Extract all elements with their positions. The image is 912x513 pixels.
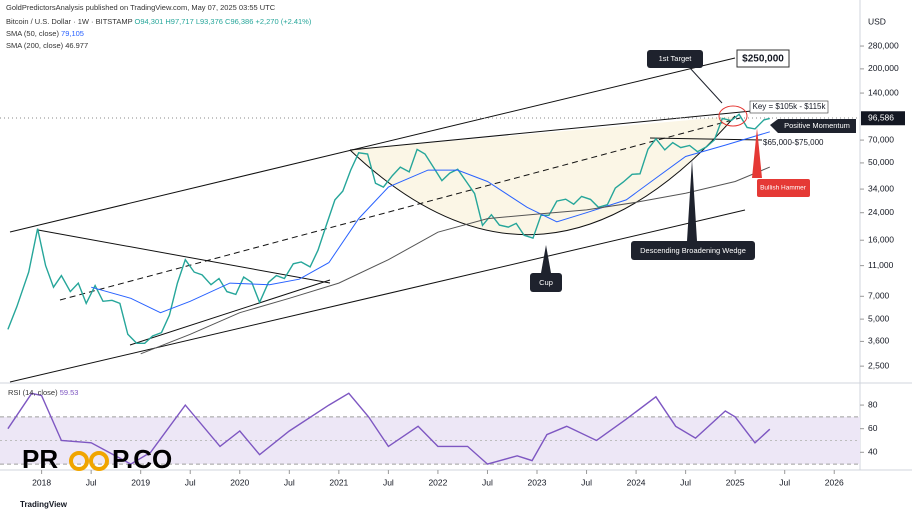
y-tick-label: 16,000 xyxy=(868,234,894,244)
x-tick-label: 2020 xyxy=(230,477,249,487)
y-tick-label: 140,000 xyxy=(868,87,899,97)
logo-ring xyxy=(89,451,109,471)
y-tick-label: 70,000 xyxy=(868,134,894,144)
y-tick-label: 2,500 xyxy=(868,360,890,370)
footer: TradingView xyxy=(20,500,68,509)
annotation-box xyxy=(757,179,810,197)
x-tick-label: Jul xyxy=(383,477,394,487)
series-line xyxy=(7,392,771,465)
series-line xyxy=(91,131,770,314)
x-tick-label: 2022 xyxy=(428,477,447,487)
annotation-box xyxy=(736,49,790,68)
x-tick-label: 2018 xyxy=(32,477,51,487)
x-tick-label: 2026 xyxy=(825,477,844,487)
publisher: GoldPredictorsAnalysis published on Trad… xyxy=(6,3,276,12)
triangle-bottom xyxy=(129,279,331,346)
logo-ring xyxy=(69,451,89,471)
annotation-box xyxy=(530,273,562,292)
highlight-circle xyxy=(718,105,748,127)
lower-channel xyxy=(9,209,746,383)
y-tick-label: 80 xyxy=(868,399,878,409)
triangle-top xyxy=(37,229,331,284)
annotation: 1st Target xyxy=(659,54,693,63)
y-tick-label: 5,000 xyxy=(868,313,890,323)
y-tick-label: 60 xyxy=(868,423,878,433)
ohlc: O94,301 H97,717 L93,376 C96,386 +2,270 (… xyxy=(135,17,312,26)
annotation-pointer xyxy=(687,160,697,241)
annotation-pointer xyxy=(752,128,762,178)
annotation: Bullish Hammer xyxy=(760,185,807,192)
annotation: Cup xyxy=(539,278,553,287)
x-tick-label: Jul xyxy=(680,477,691,487)
legend-sma50: SMA (50, close) 79,105 xyxy=(6,29,84,38)
y-tick-label: 40 xyxy=(868,447,878,457)
annotation: Positive Momentum xyxy=(784,121,850,130)
annotation-box xyxy=(770,119,856,133)
y-tick-label: 200,000 xyxy=(868,63,899,73)
upper-channel xyxy=(9,57,736,233)
x-tick-label: Jul xyxy=(482,477,493,487)
y-tick-label: 34,000 xyxy=(868,183,894,193)
x-tick-label: 2025 xyxy=(726,477,745,487)
price-badge xyxy=(861,111,905,126)
x-tick-label: Jul xyxy=(581,477,592,487)
annotation-box xyxy=(631,241,755,260)
cup-shade xyxy=(350,116,735,235)
x-tick-label: 2019 xyxy=(131,477,150,487)
annotation: $65,000-$75,000 xyxy=(763,138,824,147)
series-name: Bitcoin / U.S. Dollar xyxy=(6,17,72,26)
x-tick-label: Jul xyxy=(86,477,97,487)
y-tick-label: 280,000 xyxy=(868,40,899,50)
annotation-pointer xyxy=(541,245,551,273)
mid-channel xyxy=(59,117,741,301)
x-tick-label: Jul xyxy=(185,477,196,487)
series-line xyxy=(140,166,770,355)
wedge-top xyxy=(349,109,763,151)
annotation: Key = $105k - $115k xyxy=(752,102,826,111)
symbol-info: · 1W · BITSTAMP xyxy=(73,17,132,26)
y-tick-label: 11,000 xyxy=(868,260,894,270)
annotation-box xyxy=(647,50,703,68)
y-tick-label: 3,600 xyxy=(868,336,890,346)
y-tick-label: 24,000 xyxy=(868,207,894,217)
logo-text: P.CO xyxy=(112,444,172,474)
y-tick-label: 50,000 xyxy=(868,157,894,167)
cup-arc xyxy=(349,115,736,236)
annotation: $250,000 xyxy=(742,54,784,65)
legend-value: 79,105 xyxy=(61,29,84,38)
x-tick-label: Jul xyxy=(779,477,790,487)
legend-value: 46.977 xyxy=(65,41,88,50)
legend-sma200: SMA (200, close) 46.977 xyxy=(6,41,88,50)
rsi-value: 59.53 xyxy=(60,388,79,397)
x-tick-label: Jul xyxy=(284,477,295,487)
legend-name: SMA (50, close) xyxy=(6,29,59,38)
marks: 280,000 200,000 140,000 70,000 50,000 34,000 2… xyxy=(0,40,905,487)
annotation-box xyxy=(749,100,829,114)
annotation: Descending Broadening Wedge xyxy=(640,246,746,255)
symbol: Bitcoin / U.S. Dollar · 1W · BITSTAMP O9… xyxy=(6,17,312,26)
price-badge-label: 96,586 xyxy=(868,113,894,123)
y-tick-label: 7,000 xyxy=(868,291,890,301)
x-tick-label: 2024 xyxy=(627,477,646,487)
logo-text: PR xyxy=(22,444,58,474)
currency: USD xyxy=(868,16,886,26)
x-tick-label: 2023 xyxy=(528,477,547,487)
annotation-pointer xyxy=(689,67,723,104)
legend-name: SMA (200, close) xyxy=(6,41,64,50)
rsi-name: RSI (14, close) xyxy=(8,388,58,397)
x-tick-label: 2021 xyxy=(329,477,348,487)
rsi-legend: RSI (14, close) 59.53 xyxy=(8,388,78,397)
series-line xyxy=(7,113,770,344)
